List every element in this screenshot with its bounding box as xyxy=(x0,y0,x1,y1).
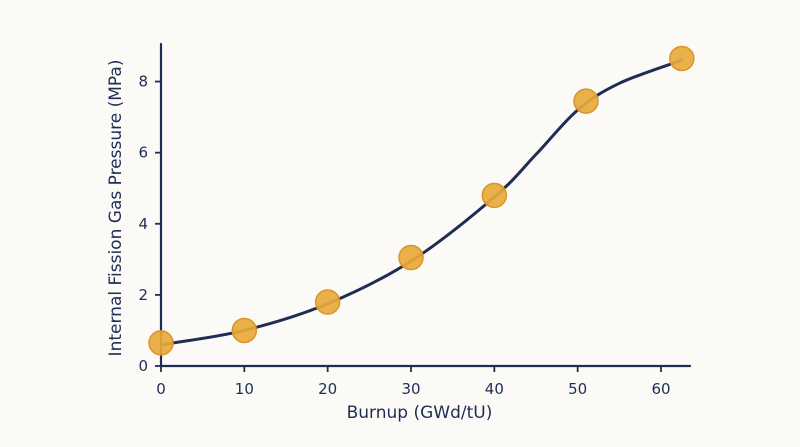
y-tick-label: 2 xyxy=(138,286,148,304)
data-points-layer xyxy=(148,45,695,356)
x-tick-label: 60 xyxy=(651,380,670,398)
data-point xyxy=(398,244,424,271)
x-tick-label: 20 xyxy=(318,380,337,398)
x-tick-label: 0 xyxy=(156,380,166,398)
x-tick-label: 10 xyxy=(235,380,254,398)
axes xyxy=(155,42,692,372)
y-axis-title: Internal Fission Gas Pressure (MPa) xyxy=(106,60,126,357)
x-axis-title: Burnup (GWd/tU) xyxy=(347,403,493,423)
data-point xyxy=(231,317,258,344)
x-tick-label: 30 xyxy=(401,380,420,398)
y-tick-label: 6 xyxy=(138,144,148,162)
data-point xyxy=(669,45,695,72)
x-tick-label: 50 xyxy=(568,380,587,398)
data-point xyxy=(148,330,174,356)
y-tick-label: 4 xyxy=(138,215,148,233)
labels-layer: 0 10 20 30 40 50 60 0 2 4 6 8 Burnup (GWd/tU) Interna… xyxy=(106,60,671,423)
y-tick-label: 0 xyxy=(138,357,148,375)
y-tick-label: 8 xyxy=(138,73,148,91)
x-tick-label: 40 xyxy=(485,380,504,398)
fit-curve-layer xyxy=(159,58,684,347)
fit-curve-line xyxy=(159,58,684,347)
data-point xyxy=(481,182,508,209)
data-point xyxy=(573,88,599,114)
data-point xyxy=(314,289,341,315)
